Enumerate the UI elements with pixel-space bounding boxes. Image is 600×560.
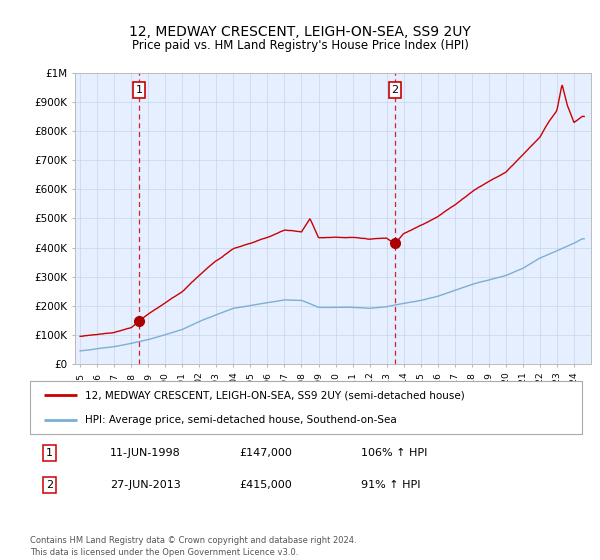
Text: 1: 1 — [136, 85, 142, 95]
Text: 106% ↑ HPI: 106% ↑ HPI — [361, 448, 428, 458]
Text: 27-JUN-2013: 27-JUN-2013 — [110, 480, 181, 490]
Text: 11-JUN-1998: 11-JUN-1998 — [110, 448, 181, 458]
Text: 91% ↑ HPI: 91% ↑ HPI — [361, 480, 421, 490]
Text: Contains HM Land Registry data © Crown copyright and database right 2024.
This d: Contains HM Land Registry data © Crown c… — [30, 536, 356, 557]
FancyBboxPatch shape — [30, 381, 582, 434]
Text: 2: 2 — [391, 85, 398, 95]
Text: 1: 1 — [46, 448, 53, 458]
Text: 12, MEDWAY CRESCENT, LEIGH-ON-SEA, SS9 2UY (semi-detached house): 12, MEDWAY CRESCENT, LEIGH-ON-SEA, SS9 2… — [85, 390, 465, 400]
Text: HPI: Average price, semi-detached house, Southend-on-Sea: HPI: Average price, semi-detached house,… — [85, 414, 397, 424]
Text: 12, MEDWAY CRESCENT, LEIGH-ON-SEA, SS9 2UY: 12, MEDWAY CRESCENT, LEIGH-ON-SEA, SS9 2… — [129, 25, 471, 39]
Text: Price paid vs. HM Land Registry's House Price Index (HPI): Price paid vs. HM Land Registry's House … — [131, 39, 469, 52]
Text: £415,000: £415,000 — [240, 480, 293, 490]
Text: 2: 2 — [46, 480, 53, 490]
Text: £147,000: £147,000 — [240, 448, 293, 458]
